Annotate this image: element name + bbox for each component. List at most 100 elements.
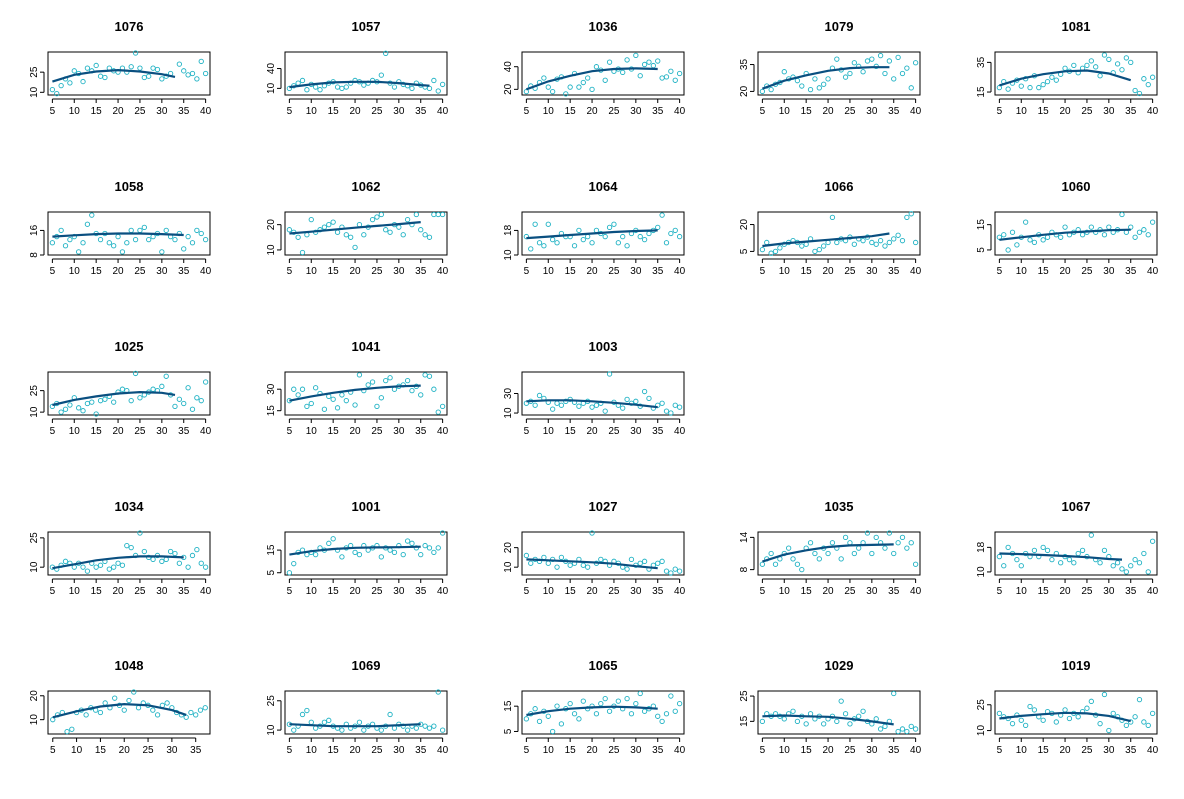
data-point — [816, 556, 822, 562]
x-tick-label: 30 — [866, 106, 878, 117]
data-point — [93, 564, 99, 570]
data-point — [131, 689, 137, 695]
data-point — [198, 560, 204, 566]
data-point — [549, 406, 556, 412]
data-point — [312, 725, 319, 731]
data-point — [620, 69, 626, 76]
data-point — [308, 216, 314, 223]
data-point — [71, 68, 77, 74]
data-point — [585, 233, 591, 240]
x-tick-label: 15 — [565, 266, 577, 277]
data-point — [668, 230, 674, 237]
panel-1060: 1060 5 10 15 20 25 30 35 40 5 15 — [976, 179, 1159, 277]
y-tick-label: 25 — [29, 66, 40, 78]
data-point — [532, 402, 538, 408]
data-point — [1049, 74, 1055, 80]
data-point — [404, 538, 411, 544]
data-point — [624, 243, 630, 249]
data-point — [1027, 237, 1033, 243]
data-point — [97, 709, 104, 716]
x-tick-label: 30 — [630, 745, 642, 756]
data-point — [374, 214, 380, 220]
x-tick-label: 35 — [1125, 745, 1137, 756]
data-point — [1031, 547, 1038, 554]
data-point — [189, 240, 196, 246]
y-tick-label: 20 — [739, 219, 750, 231]
data-point — [816, 85, 822, 91]
x-tick-label: 25 — [134, 586, 146, 597]
x-tick-label: 10 — [306, 106, 318, 117]
panel-title: 1003 — [589, 339, 618, 354]
data-point — [1009, 721, 1016, 727]
data-point — [554, 240, 560, 246]
plot-frame — [284, 51, 448, 96]
data-point — [1110, 563, 1116, 569]
data-point — [352, 402, 358, 408]
data-point — [124, 543, 130, 549]
data-point — [1088, 224, 1094, 230]
data-point — [132, 370, 139, 377]
data-point — [1044, 79, 1051, 85]
data-point — [860, 69, 866, 75]
x-tick-label: 20 — [1059, 106, 1071, 117]
data-point — [352, 549, 358, 556]
x-tick-label: 25 — [608, 426, 620, 437]
data-point — [172, 236, 178, 243]
data-point — [794, 561, 801, 567]
plot-frame — [47, 211, 211, 256]
data-point — [1058, 234, 1064, 240]
x-tick-label: 40 — [200, 426, 212, 437]
data-point — [1053, 719, 1059, 725]
data-point — [141, 224, 147, 231]
panel-1001: 1001 5 10 15 20 25 30 35 40 5 15 — [266, 499, 449, 597]
smooth-fit-line — [289, 384, 421, 402]
x-tick-label: 35 — [652, 106, 664, 117]
x-tick-label: 15 — [565, 426, 577, 437]
x-tick-label: 25 — [1081, 586, 1093, 597]
data-point — [172, 550, 178, 557]
smooth-fit-line — [762, 232, 890, 248]
data-point — [202, 379, 209, 385]
x-tick-label: 5 — [997, 266, 1003, 277]
x-tick-label: 40 — [910, 586, 922, 597]
smooth-fit-line — [52, 68, 176, 83]
data-point — [781, 69, 787, 75]
x-tick-label: 5 — [997, 745, 1003, 756]
data-point — [676, 233, 683, 240]
x-tick-label: 5 — [50, 106, 56, 117]
data-point — [545, 713, 551, 719]
plot-frame — [521, 211, 685, 256]
data-point — [121, 707, 127, 713]
y-tick-label: 10 — [266, 82, 277, 94]
data-point — [1128, 719, 1134, 725]
y-tick-label: 18 — [503, 224, 514, 236]
x-tick-label: 5 — [50, 745, 56, 756]
data-point — [189, 70, 196, 77]
data-point — [668, 68, 674, 74]
data-point — [111, 399, 117, 405]
data-point — [62, 406, 69, 412]
smooth-fit-line — [289, 723, 421, 728]
data-point — [882, 723, 888, 730]
plot-frame — [284, 371, 448, 416]
x-tick-label: 10 — [69, 586, 81, 597]
x-tick-label: 25 — [134, 266, 146, 277]
data-point — [1075, 714, 1081, 720]
x-tick-label: 30 — [156, 106, 168, 117]
data-point — [435, 545, 441, 551]
data-point — [1040, 81, 1046, 88]
smooth-fit-line — [526, 229, 658, 240]
data-point — [308, 719, 314, 725]
data-point — [899, 70, 906, 77]
data-point — [799, 566, 805, 573]
data-point — [528, 246, 534, 252]
data-point — [589, 240, 595, 246]
data-point — [1141, 719, 1147, 725]
x-tick-label: 10 — [306, 426, 318, 437]
data-point — [1044, 234, 1051, 240]
data-point — [378, 554, 384, 560]
data-point — [851, 241, 857, 247]
y-tick-label: 15 — [266, 405, 277, 417]
data-point — [80, 564, 86, 570]
